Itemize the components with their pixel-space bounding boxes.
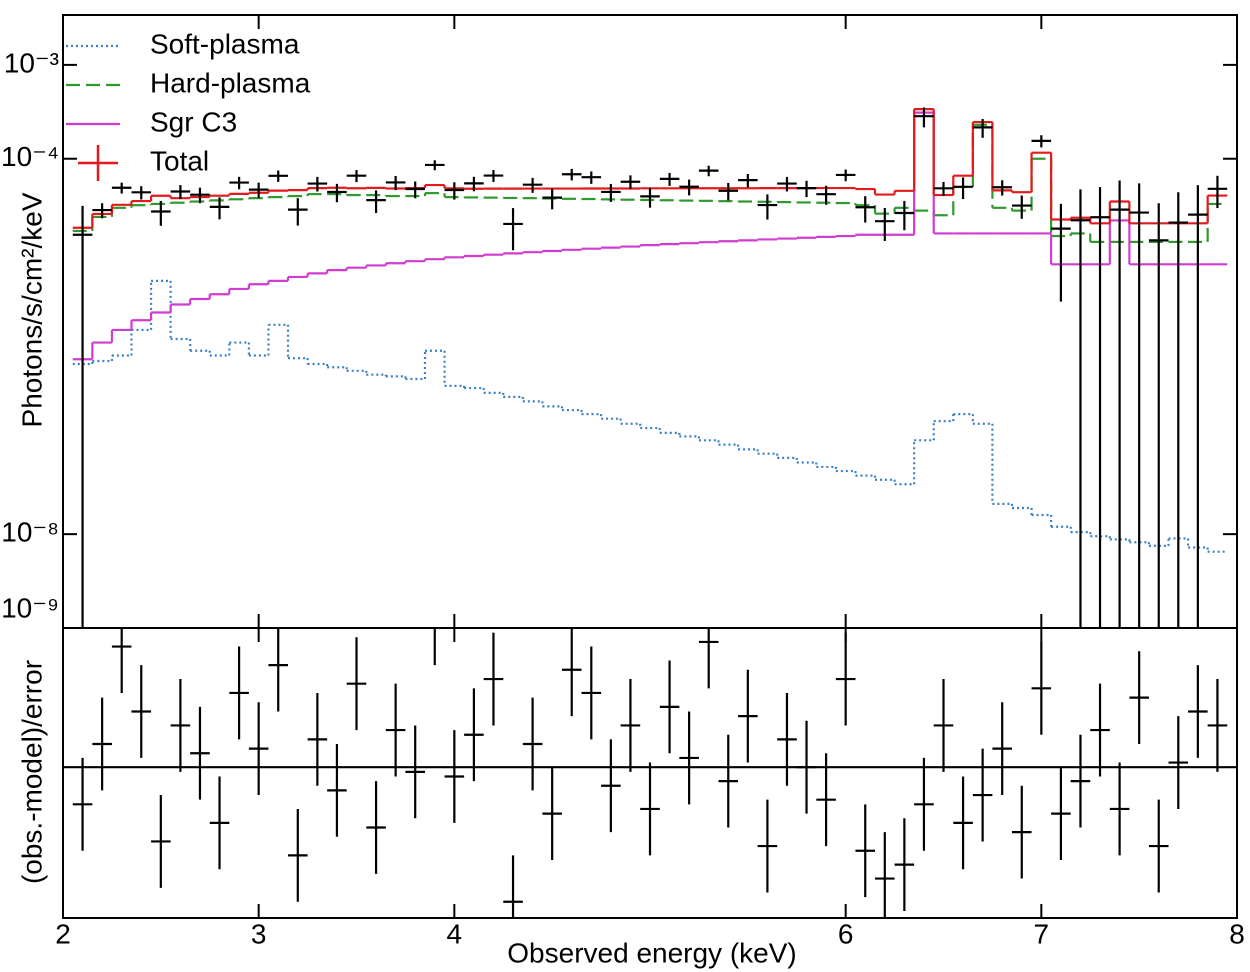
legend-label: Total [150, 145, 209, 176]
plot-frame [62, 627, 1238, 919]
x-tick-label: 3 [251, 918, 267, 949]
y-tick-label: 10⁻³ [4, 47, 59, 78]
y-tick-label: 10⁻⁴ [1, 141, 59, 172]
spectrum-panel [72, 107, 1228, 628]
series-line [72, 111, 1228, 361]
axes: 10⁻³ 10⁻⁴ 10⁻⁸ 10⁻⁹ 2 3 4 6 7 8 Soft-plasma Hard-pl… [1, 14, 1245, 949]
y-axis-label: Photons/s/cm²/keV [16, 192, 47, 427]
legend-label: Hard-plasma [150, 67, 311, 98]
x-axis-label: Observed energy (keV) [507, 937, 796, 968]
series-line [72, 107, 1228, 229]
x-tick-label: 7 [1034, 918, 1050, 949]
plot-frame [62, 14, 1238, 629]
legend-label: Soft-plasma [150, 28, 300, 59]
x-tick-label: 2 [55, 918, 71, 949]
x-tick-label: 8 [1229, 918, 1245, 949]
y-axis-label: (obs.-model)/error [16, 660, 47, 884]
y-tick-label: 10⁻⁹ [1, 592, 59, 623]
residual-panel [63, 628, 1237, 918]
y-tick-label: 10⁻⁸ [1, 517, 59, 548]
series-line [72, 279, 1228, 553]
legend-label: Sgr C3 [150, 106, 237, 137]
x-tick-label: 6 [838, 918, 854, 949]
legend: Soft-plasma Hard-plasma Sgr C3 Total [66, 28, 311, 181]
x-tick-label: 4 [447, 918, 463, 949]
